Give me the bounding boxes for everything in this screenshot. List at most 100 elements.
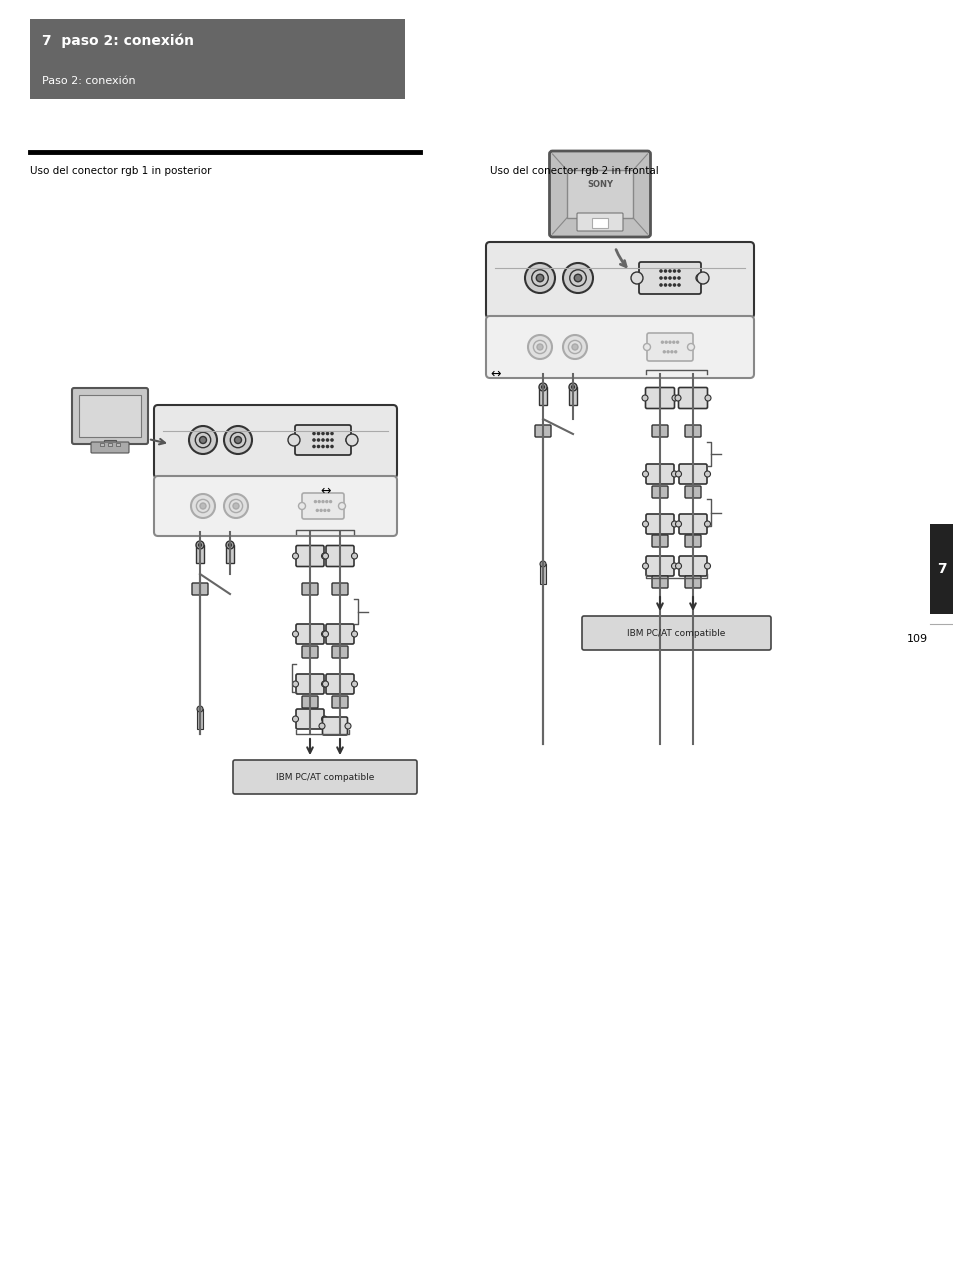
Circle shape <box>634 274 641 282</box>
FancyBboxPatch shape <box>651 576 667 589</box>
FancyBboxPatch shape <box>71 389 148 445</box>
FancyBboxPatch shape <box>684 576 700 589</box>
Circle shape <box>663 284 666 287</box>
Circle shape <box>326 440 328 441</box>
Circle shape <box>346 436 354 445</box>
Circle shape <box>189 426 216 454</box>
Circle shape <box>703 471 710 476</box>
Circle shape <box>675 471 680 476</box>
FancyBboxPatch shape <box>485 242 753 318</box>
Circle shape <box>233 503 239 510</box>
Circle shape <box>660 341 662 343</box>
Circle shape <box>668 270 670 273</box>
Circle shape <box>195 541 204 549</box>
Circle shape <box>571 386 574 389</box>
Circle shape <box>569 270 586 287</box>
Circle shape <box>671 563 677 569</box>
Circle shape <box>229 499 242 512</box>
Circle shape <box>321 631 327 637</box>
Text: 7: 7 <box>936 562 945 576</box>
Circle shape <box>331 446 333 447</box>
FancyBboxPatch shape <box>295 674 324 694</box>
Circle shape <box>326 432 328 434</box>
Circle shape <box>697 273 708 284</box>
Circle shape <box>331 432 333 434</box>
Circle shape <box>641 395 647 401</box>
Circle shape <box>670 350 672 353</box>
Bar <box>30 19 405 99</box>
FancyBboxPatch shape <box>645 387 674 409</box>
FancyBboxPatch shape <box>679 513 706 534</box>
Circle shape <box>338 502 345 510</box>
FancyBboxPatch shape <box>322 717 347 735</box>
Circle shape <box>568 340 581 354</box>
FancyBboxPatch shape <box>326 624 354 643</box>
Circle shape <box>317 432 319 434</box>
Circle shape <box>678 276 679 279</box>
Circle shape <box>533 340 546 354</box>
Text: 109: 109 <box>906 634 927 643</box>
FancyBboxPatch shape <box>302 583 317 595</box>
FancyBboxPatch shape <box>233 761 416 794</box>
FancyBboxPatch shape <box>684 426 700 437</box>
FancyBboxPatch shape <box>332 696 348 708</box>
Circle shape <box>673 276 675 279</box>
Text: IBM PC/AT compatible: IBM PC/AT compatible <box>275 772 374 781</box>
FancyBboxPatch shape <box>485 316 753 378</box>
Text: SONY: SONY <box>586 180 613 189</box>
Bar <box>196 710 203 729</box>
Circle shape <box>351 631 357 637</box>
FancyBboxPatch shape <box>302 696 317 708</box>
FancyBboxPatch shape <box>651 426 667 437</box>
Circle shape <box>234 437 241 443</box>
Circle shape <box>313 446 314 447</box>
Circle shape <box>326 446 328 447</box>
Text: Paso 2: conexión: Paso 2: conexión <box>42 76 135 87</box>
FancyBboxPatch shape <box>294 426 351 455</box>
Bar <box>592 218 607 228</box>
Circle shape <box>321 432 324 434</box>
Circle shape <box>322 631 328 637</box>
Circle shape <box>313 432 314 434</box>
Circle shape <box>572 344 578 350</box>
FancyBboxPatch shape <box>645 555 673 576</box>
Circle shape <box>671 471 677 476</box>
Circle shape <box>524 262 555 293</box>
FancyBboxPatch shape <box>153 405 396 478</box>
Circle shape <box>298 502 305 510</box>
Circle shape <box>672 341 674 343</box>
FancyBboxPatch shape <box>332 646 348 657</box>
Circle shape <box>703 521 710 527</box>
Text: 7  paso 2: conexión: 7 paso 2: conexión <box>42 33 193 48</box>
FancyBboxPatch shape <box>651 485 667 498</box>
Text: Uso del conector rgb 2 in frontal: Uso del conector rgb 2 in frontal <box>490 166 659 176</box>
FancyBboxPatch shape <box>645 464 673 484</box>
Circle shape <box>288 434 299 446</box>
Circle shape <box>321 716 327 722</box>
Circle shape <box>351 682 357 687</box>
FancyBboxPatch shape <box>581 617 770 650</box>
Circle shape <box>224 494 248 519</box>
Circle shape <box>321 682 327 687</box>
Circle shape <box>538 383 546 391</box>
Circle shape <box>641 521 648 527</box>
Circle shape <box>346 434 357 446</box>
Circle shape <box>659 284 661 287</box>
Circle shape <box>562 335 586 359</box>
Circle shape <box>324 510 326 511</box>
Circle shape <box>322 501 324 503</box>
Circle shape <box>668 341 670 343</box>
Bar <box>226 545 233 563</box>
Circle shape <box>195 432 211 447</box>
FancyBboxPatch shape <box>332 583 348 595</box>
Circle shape <box>641 471 648 476</box>
FancyBboxPatch shape <box>549 152 650 237</box>
Circle shape <box>314 501 316 503</box>
Circle shape <box>230 432 246 447</box>
FancyBboxPatch shape <box>646 333 692 361</box>
Circle shape <box>318 724 325 729</box>
Circle shape <box>199 437 206 443</box>
Circle shape <box>641 563 648 569</box>
Circle shape <box>318 501 320 503</box>
FancyBboxPatch shape <box>91 442 129 454</box>
